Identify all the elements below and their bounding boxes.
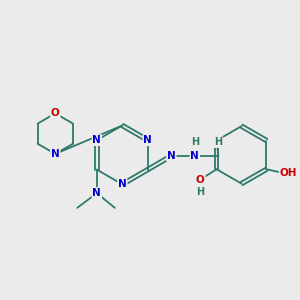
Text: H: H (214, 137, 222, 147)
Text: OH: OH (280, 167, 297, 178)
Text: H: H (191, 137, 199, 147)
Text: N: N (118, 179, 127, 189)
Text: N: N (51, 149, 60, 159)
Text: H: H (196, 187, 204, 197)
Text: N: N (92, 188, 101, 198)
Text: N: N (190, 151, 199, 161)
Text: N: N (92, 135, 101, 145)
Text: N: N (143, 135, 152, 145)
Text: N: N (167, 151, 176, 161)
Text: O: O (51, 108, 60, 118)
Text: O: O (196, 175, 205, 185)
